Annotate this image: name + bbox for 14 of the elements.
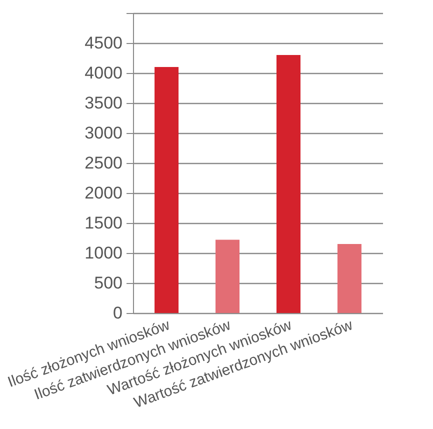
bar xyxy=(216,240,240,313)
y-tick-label: 0 xyxy=(113,304,122,322)
bar xyxy=(276,55,300,313)
y-tick-label: 1000 xyxy=(84,244,122,262)
y-tick-label: 3500 xyxy=(84,94,122,112)
y-tick-label: 2500 xyxy=(84,154,122,172)
bar xyxy=(154,67,179,313)
y-tick-label: 4000 xyxy=(84,64,122,82)
y-tick-label: 3000 xyxy=(84,124,122,142)
y-tick-label: 4500 xyxy=(84,34,122,52)
bar xyxy=(337,244,362,313)
y-tick-label: 2000 xyxy=(84,184,122,202)
y-tick-label: 500 xyxy=(94,274,122,292)
y-tick-label: 1500 xyxy=(84,214,122,232)
